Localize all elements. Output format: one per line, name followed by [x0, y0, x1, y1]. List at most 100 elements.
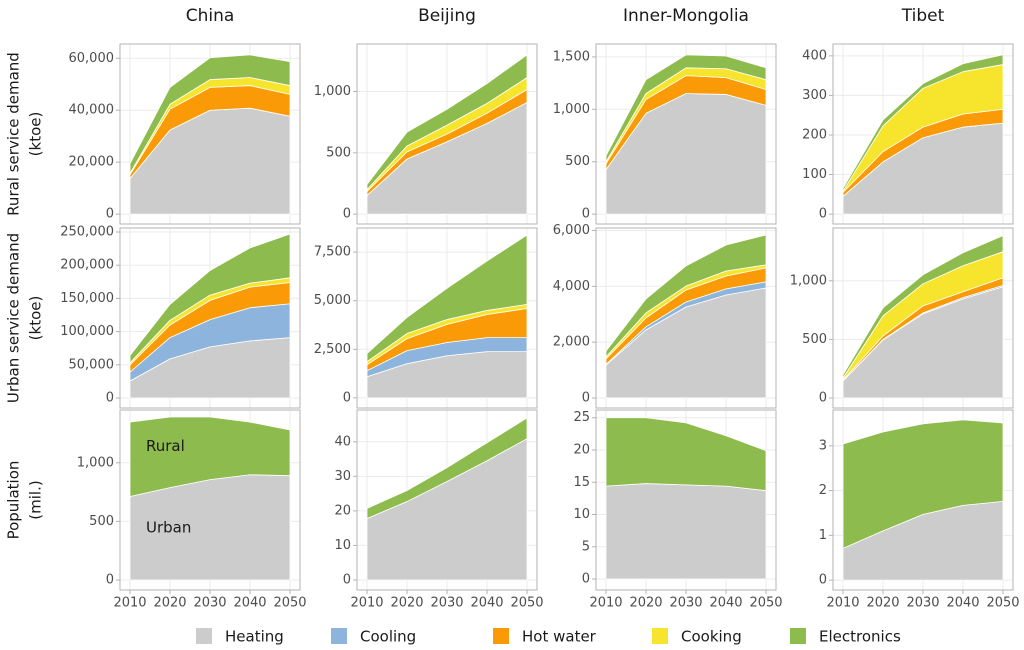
panel-border — [595, 227, 777, 409]
y-tick-label: 1,500 — [553, 49, 590, 64]
series-label: Urban — [146, 518, 191, 536]
legend-label: Heating — [225, 628, 284, 646]
area — [605, 54, 767, 163]
legend-swatch — [652, 628, 668, 644]
y-tick-label: 40,000 — [69, 103, 115, 118]
y-tick-label: 150,000 — [60, 291, 114, 306]
x-tick-label: 2010 — [826, 596, 859, 611]
panel-title: Tibet — [901, 6, 945, 26]
y-tick-label: 300 — [802, 88, 827, 103]
y-tick-label: 1,000 — [77, 455, 114, 470]
y-tick-label: 0 — [106, 391, 114, 406]
x-tick-label: 2040 — [709, 596, 742, 611]
y-tick-label: 1 — [819, 528, 827, 543]
y-tick-label: 10 — [334, 538, 351, 553]
y-tick-label: 2 — [819, 483, 827, 498]
y-tick-label: 0 — [582, 390, 590, 405]
y-tick-label: 1,000 — [314, 84, 351, 99]
y-axis-label: Rural service demand — [5, 52, 23, 216]
area — [129, 233, 291, 364]
x-tick-label: 2030 — [193, 596, 226, 611]
x-tick-label: 2040 — [233, 596, 266, 611]
y-axis-label: Population — [5, 461, 23, 540]
y-tick-label: 10 — [573, 507, 590, 522]
x-tick-label: 2050 — [749, 596, 782, 611]
x-tick-label: 2050 — [986, 596, 1019, 611]
x-tick-label: 2020 — [390, 596, 423, 611]
y-axis-label: (mil.) — [27, 480, 45, 519]
x-tick-label: 2020 — [866, 596, 899, 611]
y-tick-label: 200,000 — [60, 258, 114, 273]
panel-border — [356, 227, 538, 409]
series-label: Rural — [146, 437, 185, 455]
y-tick-label: 7,500 — [314, 245, 351, 260]
x-tick-label: 2010 — [589, 596, 622, 611]
y-tick-label: 0 — [582, 207, 590, 222]
y-tick-label: 25 — [573, 410, 590, 425]
x-tick-label: 2040 — [470, 596, 503, 611]
x-tick-label: 2030 — [669, 596, 702, 611]
y-tick-label: 20,000 — [69, 155, 115, 170]
y-tick-label: 500 — [802, 332, 827, 347]
legend-label: Hot water — [522, 628, 597, 646]
area — [366, 54, 528, 191]
y-tick-label: 200 — [802, 127, 827, 142]
area — [605, 234, 767, 358]
legend-swatch — [493, 628, 509, 644]
x-tick-label: 2050 — [510, 596, 543, 611]
y-tick-label: 0 — [106, 573, 114, 588]
panel-border — [832, 227, 1014, 409]
y-tick-label: 1,000 — [553, 102, 590, 117]
y-tick-label: 50,000 — [69, 357, 115, 372]
y-tick-label: 0 — [343, 572, 351, 587]
area — [842, 419, 1004, 549]
x-tick-label: 2020 — [629, 596, 662, 611]
panel-border — [595, 43, 777, 225]
y-tick-label: 30 — [334, 469, 351, 484]
area — [366, 417, 528, 519]
y-tick-label: 15 — [573, 475, 590, 490]
y-axis-label: Urban service demand — [5, 233, 23, 403]
y-tick-label: 250,000 — [60, 224, 114, 239]
panel-border — [119, 43, 301, 225]
panel-title: China — [186, 6, 235, 26]
panel-border — [356, 43, 538, 225]
panel-border — [119, 227, 301, 409]
y-tick-label: 0 — [106, 207, 114, 222]
area — [842, 54, 1004, 192]
legend-label: Electronics — [819, 628, 901, 646]
y-tick-label: 100 — [802, 167, 827, 182]
y-tick-label: 40 — [334, 434, 351, 449]
legend-swatch — [790, 628, 806, 644]
y-tick-label: 0 — [343, 390, 351, 405]
y-axis-label: (ktoe) — [27, 296, 45, 341]
x-tick-label: 2010 — [350, 596, 383, 611]
y-tick-label: 4,000 — [553, 279, 590, 294]
y-tick-label: 5,000 — [314, 293, 351, 308]
area — [366, 234, 528, 363]
legend-swatch — [196, 628, 212, 644]
y-tick-label: 500 — [89, 514, 114, 529]
x-tick-label: 2030 — [430, 596, 463, 611]
y-tick-label: 0 — [819, 391, 827, 406]
y-tick-label: 500 — [326, 145, 351, 160]
area — [129, 54, 291, 174]
x-tick-label: 2030 — [906, 596, 939, 611]
y-tick-label: 0 — [582, 572, 590, 587]
y-tick-label: 500 — [565, 154, 590, 169]
y-tick-label: 60,000 — [69, 51, 115, 66]
x-tick-label: 2040 — [946, 596, 979, 611]
area — [605, 417, 767, 492]
y-tick-label: 3 — [819, 438, 827, 453]
y-tick-label: 1,000 — [790, 273, 827, 288]
y-tick-label: 6,000 — [553, 223, 590, 238]
legend-label: Cooling — [360, 628, 416, 646]
x-tick-label: 2050 — [273, 596, 306, 611]
area — [129, 416, 291, 497]
y-tick-label: 2,000 — [553, 335, 590, 350]
area — [605, 483, 767, 580]
x-tick-label: 2010 — [113, 596, 146, 611]
y-tick-label: 400 — [802, 48, 827, 63]
x-tick-label: 2020 — [153, 596, 186, 611]
